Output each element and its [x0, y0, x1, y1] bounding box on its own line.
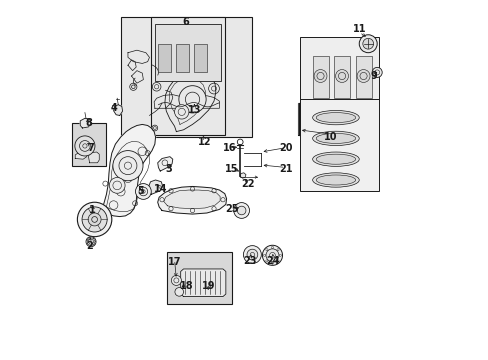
Text: 6: 6 [182, 17, 188, 27]
Bar [194, 44, 206, 72]
Circle shape [135, 184, 151, 199]
Circle shape [265, 249, 278, 262]
Polygon shape [240, 173, 245, 178]
Bar [300, 37, 378, 103]
Circle shape [313, 69, 326, 82]
Ellipse shape [316, 113, 355, 123]
Text: 18: 18 [180, 281, 194, 291]
Polygon shape [75, 150, 87, 159]
Circle shape [335, 69, 348, 82]
Circle shape [175, 288, 183, 296]
Bar [333, 56, 349, 98]
Bar [151, 17, 224, 135]
Text: 20: 20 [279, 143, 292, 153]
Text: 23: 23 [243, 256, 256, 266]
Circle shape [237, 206, 245, 215]
Circle shape [262, 245, 282, 265]
Ellipse shape [312, 152, 359, 166]
Ellipse shape [316, 134, 355, 143]
Circle shape [113, 150, 142, 181]
Text: 4: 4 [110, 103, 117, 113]
Polygon shape [80, 118, 91, 128]
Text: 17: 17 [167, 257, 181, 267]
Text: 14: 14 [153, 184, 166, 194]
Bar [300, 99, 378, 191]
Text: 12: 12 [198, 138, 211, 147]
Text: 2: 2 [86, 241, 93, 251]
Circle shape [371, 67, 382, 77]
Circle shape [233, 203, 249, 219]
Text: 24: 24 [266, 256, 279, 266]
Text: 9: 9 [369, 71, 376, 81]
Text: 11: 11 [352, 24, 365, 35]
Text: 25: 25 [225, 204, 238, 214]
Circle shape [362, 39, 373, 49]
Text: 19: 19 [202, 281, 215, 291]
Ellipse shape [316, 154, 355, 164]
Text: 5: 5 [137, 186, 143, 196]
Circle shape [359, 35, 376, 53]
Polygon shape [158, 157, 172, 171]
Text: 21: 21 [279, 164, 292, 174]
Circle shape [171, 275, 181, 285]
Ellipse shape [312, 131, 359, 145]
Polygon shape [101, 125, 155, 217]
Bar [176, 44, 188, 72]
Polygon shape [88, 152, 99, 163]
Circle shape [82, 207, 107, 232]
Circle shape [86, 237, 96, 247]
Circle shape [246, 249, 257, 260]
Text: 10: 10 [323, 132, 337, 142]
Circle shape [174, 105, 188, 119]
Bar [158, 44, 171, 72]
Polygon shape [165, 90, 172, 108]
Ellipse shape [312, 173, 359, 187]
Bar [167, 252, 231, 304]
Bar [355, 56, 371, 98]
Polygon shape [113, 105, 122, 116]
Text: 7: 7 [87, 143, 94, 153]
Ellipse shape [316, 175, 355, 185]
Bar [312, 56, 328, 98]
Bar [155, 24, 221, 81]
Circle shape [179, 86, 206, 113]
Polygon shape [164, 68, 215, 132]
Polygon shape [158, 186, 226, 214]
Circle shape [356, 69, 369, 82]
Circle shape [109, 177, 125, 193]
Circle shape [77, 202, 112, 237]
Text: 1: 1 [88, 206, 95, 216]
Text: 3: 3 [165, 164, 172, 174]
Text: 22: 22 [241, 179, 254, 189]
Ellipse shape [312, 111, 359, 125]
Polygon shape [163, 190, 220, 209]
Polygon shape [148, 180, 163, 194]
Bar [121, 17, 251, 137]
Circle shape [88, 213, 101, 226]
Text: 13: 13 [187, 105, 201, 115]
Bar [72, 123, 105, 166]
Text: 8: 8 [85, 118, 92, 128]
Text: 15: 15 [225, 164, 238, 174]
Polygon shape [180, 269, 225, 297]
Polygon shape [298, 103, 300, 135]
Text: 16: 16 [222, 143, 236, 153]
Circle shape [243, 246, 261, 264]
Circle shape [75, 136, 95, 156]
